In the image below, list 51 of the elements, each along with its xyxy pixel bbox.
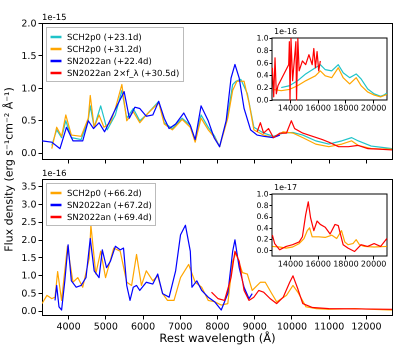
- legend-label: SN2022an (+22.4d): [67, 57, 152, 67]
- y-tick-label: 1.5: [21, 50, 36, 62]
- x-tick-label: 5000: [94, 322, 118, 332]
- x-tick-label: 12000: [351, 322, 382, 332]
- legend-label: SCH2p0 (+66.2d): [67, 189, 142, 199]
- y-axis-title: Flux density (erg s⁻¹cm⁻² Å⁻¹): [2, 87, 16, 252]
- x-tick-label: 16000: [305, 260, 331, 268]
- line-series: [272, 67, 388, 98]
- line-series: [256, 120, 392, 151]
- line-series: [280, 64, 388, 97]
- x-tick-label: 4000: [56, 322, 81, 332]
- y-tick-label: 0.5: [21, 116, 36, 127]
- line-series: [272, 201, 388, 252]
- x-tick-label: 20000: [360, 104, 386, 112]
- y-tick-label: 0.0: [21, 306, 36, 318]
- y-tick-label: 2.0: [21, 18, 36, 30]
- annotation: 1e-16: [274, 27, 298, 36]
- y-tick-label: 3.5: [21, 182, 36, 193]
- x-tick-label: 6000: [130, 322, 156, 332]
- line-series: [272, 227, 388, 249]
- x-tick-label: 10000: [276, 322, 308, 332]
- y-tick-label: 2.5: [21, 217, 36, 228]
- annotation: 1e-17: [274, 183, 298, 192]
- x-tick-label: 20000: [360, 260, 386, 268]
- x-tick-label: 7000: [168, 322, 192, 332]
- line-series: [272, 38, 321, 101]
- x-tick-label: 8000: [205, 322, 230, 332]
- legend-label: SN2022an (+69.4d): [67, 213, 152, 223]
- line-series: [42, 224, 392, 311]
- y-tick-label: 1.0: [21, 83, 36, 94]
- text: 1e-15: [42, 13, 67, 23]
- legend-label: SN2022an (+67.2d): [67, 201, 152, 211]
- x-axis-title: Rest wavelength (Å): [159, 331, 276, 345]
- x-tick-label: 11000: [314, 322, 344, 332]
- y-tick-label: 2.0: [21, 235, 36, 246]
- x-tick-label: 18000: [333, 104, 359, 112]
- x-tick-label: 16000: [305, 104, 331, 112]
- legend-label: SCH2p0 (+23.1d): [67, 33, 142, 43]
- x-tick-label: 18000: [333, 260, 359, 268]
- x-tick-label: 9000: [242, 322, 267, 332]
- x-tick-label: 14000: [278, 260, 304, 268]
- y-tick-label: 3.0: [21, 199, 36, 210]
- x-tick-label: 14000: [278, 104, 304, 112]
- y-tick-label: 1.0: [21, 270, 36, 282]
- y-tick-label: 0.5: [21, 288, 36, 300]
- legend-label: SCH2p0 (+31.2d): [67, 45, 142, 55]
- legend-label: SN2022an 2×f_λ (+30.5d): [67, 69, 180, 79]
- line-series: [54, 224, 253, 311]
- y-tick-label: 1.5: [21, 252, 36, 264]
- y-tick-label: 0.0: [21, 148, 36, 160]
- text: 1e-16: [42, 169, 67, 179]
